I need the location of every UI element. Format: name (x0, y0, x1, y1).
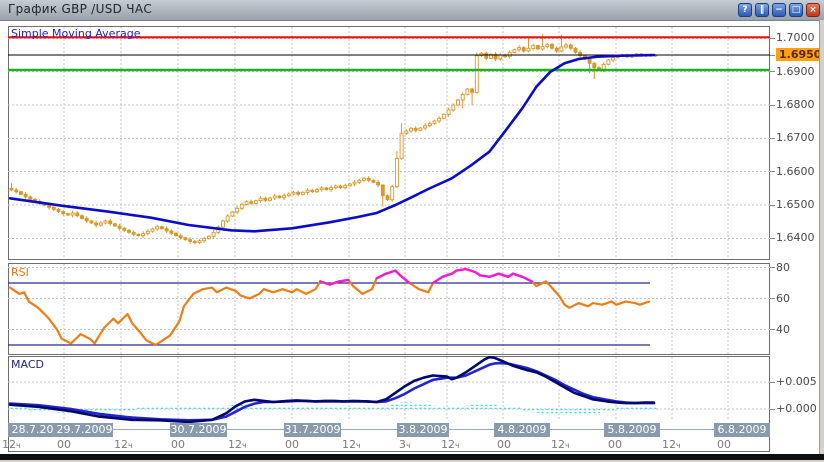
window-title: График GBP /USD ЧАС (8, 2, 153, 16)
time-tick-label: 00 (57, 438, 71, 451)
price-tickmark (770, 237, 775, 239)
rsi-tickmark (770, 267, 775, 268)
titlebar-buttons: ? ‖ − □ × (738, 3, 820, 17)
date-axis-line (8, 429, 770, 430)
time-tick-label: 12ч (342, 438, 361, 451)
time-tick-label: 12ч (441, 438, 460, 451)
window-right-border (819, 20, 824, 454)
time-tick-label: 00 (171, 438, 185, 451)
rsi-tickmark (770, 329, 775, 330)
price-tick-label: 1.6700 (776, 131, 815, 145)
price-tickmark (770, 71, 775, 73)
time-tick-label: 00 (497, 438, 511, 451)
price-tick-label: 1.6900 (776, 64, 815, 78)
rsi-tick-label: 40 (776, 322, 790, 336)
date-box: 5.8.2009 (604, 423, 660, 437)
time-tick-label: 00 (285, 438, 299, 451)
price-tickmark (770, 37, 775, 39)
time-tick-label: 12ч (2, 438, 21, 451)
price-tickmark (770, 137, 775, 139)
price-panel[interactable] (8, 26, 770, 260)
close-button[interactable]: × (806, 3, 820, 17)
price-tick-label: 1.6500 (776, 198, 815, 211)
maximize-button[interactable]: □ (789, 3, 803, 17)
minimize-button[interactable]: − (772, 3, 786, 17)
price-tickmark (770, 171, 775, 173)
macd-tickmark (770, 408, 775, 410)
date-box: 4.8.2009 (494, 423, 550, 437)
price-tick-label: 1.7000 (776, 31, 815, 45)
chart-surface[interactable] (8, 26, 770, 452)
time-tick-label: 12ч (551, 438, 570, 451)
pin-button[interactable]: ‖ (755, 3, 769, 17)
sma-label: Simple Moving Average (11, 27, 141, 40)
time-tick-label: 00 (608, 438, 622, 451)
price-tickmark (770, 104, 775, 106)
macd-label: MACD (11, 358, 44, 371)
price-tickmark (770, 54, 775, 56)
rsi-tick-label: 80 (776, 260, 790, 274)
rsi-tick-label: 60 (776, 291, 790, 305)
date-box: 3.8.2009 (397, 423, 449, 437)
time-tick-label: 3ч (399, 438, 411, 451)
macd-tickmark (770, 381, 775, 383)
price-tick-label: 1.6600 (776, 164, 815, 178)
current-price-label: 1.6950 (776, 48, 824, 61)
rsi-label: RSI (11, 266, 29, 279)
date-box: 6.8.2009 (714, 423, 770, 437)
date-box: 28.7.20 (8, 423, 57, 437)
date-box: 31.7.2009 (284, 423, 341, 437)
macd-tick-label: +0.005 (776, 375, 817, 388)
date-box: 30.7.2009 (170, 423, 227, 437)
time-tick-label: 00 (717, 438, 731, 451)
help-button[interactable]: ? (738, 3, 752, 17)
title-bar[interactable]: График GBP /USD ЧАС ? ‖ − □ × (0, 0, 824, 21)
window-bottom-border (0, 454, 824, 460)
rsi-tickmark (770, 298, 775, 299)
date-box: 29.7.2009 (56, 423, 113, 437)
time-tick-label: 12ч (662, 438, 681, 451)
time-tick-label: 12ч (114, 438, 133, 451)
price-tickmark (770, 204, 775, 206)
macd-tick-label: +0.000 (776, 402, 817, 415)
window-bottom-strip (0, 460, 824, 462)
time-tick-label: 12ч (228, 438, 247, 451)
rsi-panel[interactable] (8, 263, 770, 355)
price-tick-label: 1.6400 (776, 231, 815, 245)
price-tick-label: 1.6800 (776, 98, 815, 111)
